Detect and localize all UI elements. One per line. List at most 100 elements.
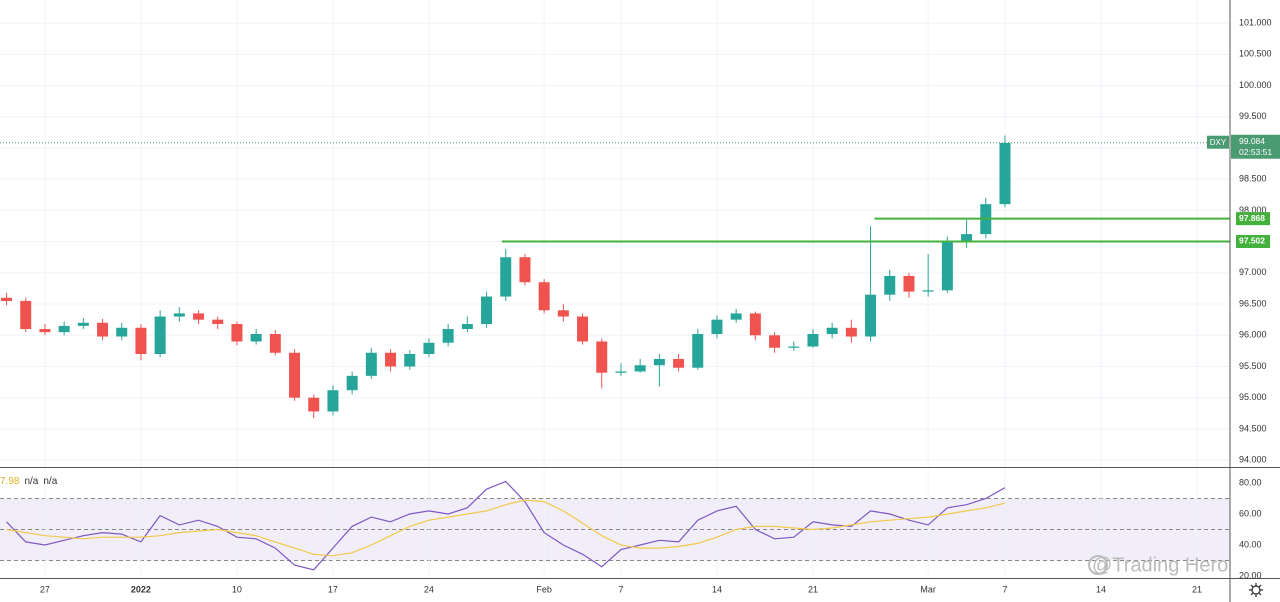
candle-body	[577, 316, 589, 342]
candle-body	[116, 327, 128, 337]
candle-body	[711, 319, 723, 335]
candle-body	[173, 313, 185, 317]
candle-body	[193, 313, 205, 320]
x-tick-label: 7	[1002, 584, 1007, 594]
y-tick-label: 95.000	[1239, 392, 1267, 402]
candle-body	[212, 319, 224, 325]
candle-body	[77, 322, 89, 326]
candle-body	[730, 313, 742, 320]
candle-body	[673, 358, 685, 368]
last-price-tag	[1231, 134, 1280, 159]
candle-body	[865, 294, 877, 337]
candle-body	[135, 327, 147, 354]
symbol-label: DXY	[1210, 138, 1227, 147]
candle-body	[461, 324, 473, 330]
y-tick-label: 94.000	[1239, 455, 1267, 465]
y-tick-label: 97.000	[1239, 267, 1267, 277]
y-tick-label: 40.00	[1239, 539, 1262, 549]
labels: 94.000 94.500 95.000 95.500 96.000 96.500 97.0…	[0, 17, 1280, 594]
candle-body	[250, 334, 262, 342]
candle-body	[289, 352, 301, 398]
x-tick-label: 2022	[131, 584, 151, 594]
candle-body	[58, 325, 70, 333]
candle-body	[596, 341, 608, 373]
candle-body	[826, 327, 838, 335]
candle-body	[365, 352, 377, 376]
candle-body	[404, 353, 416, 367]
grid	[0, 0, 1234, 578]
countdown-label: 02:53:51	[1239, 147, 1272, 157]
candle-body	[692, 334, 704, 368]
candle-body	[519, 257, 531, 283]
y-tick-label: 100.500	[1239, 49, 1272, 59]
x-tick-label: 14	[1096, 584, 1106, 594]
x-tick-label: 7	[618, 584, 623, 594]
candle-body	[788, 346, 800, 348]
marks	[0, 135, 1230, 571]
y-tick-label: 100.000	[1239, 80, 1272, 90]
candle-body	[999, 142, 1011, 205]
candle-body	[769, 335, 781, 348]
candle-body	[327, 390, 339, 412]
candle-body	[39, 329, 51, 333]
rsi-legend-value: n/a	[43, 476, 57, 487]
level-label: 97.502	[1239, 236, 1265, 246]
candle-body	[807, 334, 819, 347]
y-tick-label: 60.00	[1239, 508, 1262, 518]
candle-body	[1, 297, 13, 301]
level-tag	[1236, 234, 1270, 248]
y-tick-label: 96.000	[1239, 330, 1267, 340]
candle-body	[749, 313, 761, 336]
candle-body	[481, 296, 493, 325]
candle-body	[941, 241, 953, 291]
y-tick-label: 98.000	[1239, 205, 1267, 215]
candle-body	[346, 375, 358, 391]
candle-body	[538, 282, 550, 311]
x-tick-label: Mar	[920, 584, 936, 594]
y-tick-label: 98.500	[1239, 174, 1267, 184]
symbol-tag	[1207, 135, 1229, 149]
candle-body	[922, 290, 934, 292]
candle-body	[653, 358, 665, 366]
candle-body	[308, 397, 320, 412]
x-tick-label: 27	[40, 584, 50, 594]
candle-body	[615, 371, 627, 373]
x-tick-label: 14	[712, 584, 722, 594]
candle-body	[845, 327, 857, 337]
rsi-legend-value: n/a	[24, 476, 38, 487]
x-tick-label: 21	[1192, 584, 1202, 594]
watermark: @Trading Hero	[1092, 554, 1228, 576]
settings-icon[interactable]	[1249, 583, 1263, 597]
x-tick-label: 17	[328, 584, 338, 594]
rsi-line	[6, 499, 1006, 557]
candle-body	[634, 365, 646, 372]
candle-body	[500, 257, 512, 297]
candle-body	[884, 275, 896, 295]
candle-body	[20, 300, 32, 330]
x-tick-label: Feb	[536, 584, 552, 594]
rsi-legend-value: 7.98	[0, 476, 20, 487]
price-axis	[1230, 0, 1280, 602]
candle-body	[442, 329, 454, 343]
candle-body	[385, 352, 397, 367]
rsi-line	[6, 480, 1006, 571]
y-tick-label: 96.500	[1239, 298, 1267, 308]
watermark-logo	[1088, 555, 1108, 575]
candle-body	[231, 324, 243, 342]
candle-body	[961, 234, 973, 242]
y-tick-label: 20.00	[1239, 570, 1262, 580]
candle-body	[97, 322, 109, 337]
candle-body	[269, 334, 281, 353]
y-tick-label: 80.00	[1239, 477, 1262, 487]
y-tick-label: 95.500	[1239, 361, 1267, 371]
candle-body	[423, 342, 435, 354]
rsi-legend: 7.98 n/a n/a	[0, 476, 58, 487]
level-label: 97.868	[1239, 213, 1265, 223]
candle-body	[903, 275, 915, 292]
candle-body	[154, 316, 166, 354]
candle-body	[557, 310, 569, 317]
last-price-label: 99.084	[1239, 136, 1265, 146]
level-tag	[1236, 212, 1270, 226]
